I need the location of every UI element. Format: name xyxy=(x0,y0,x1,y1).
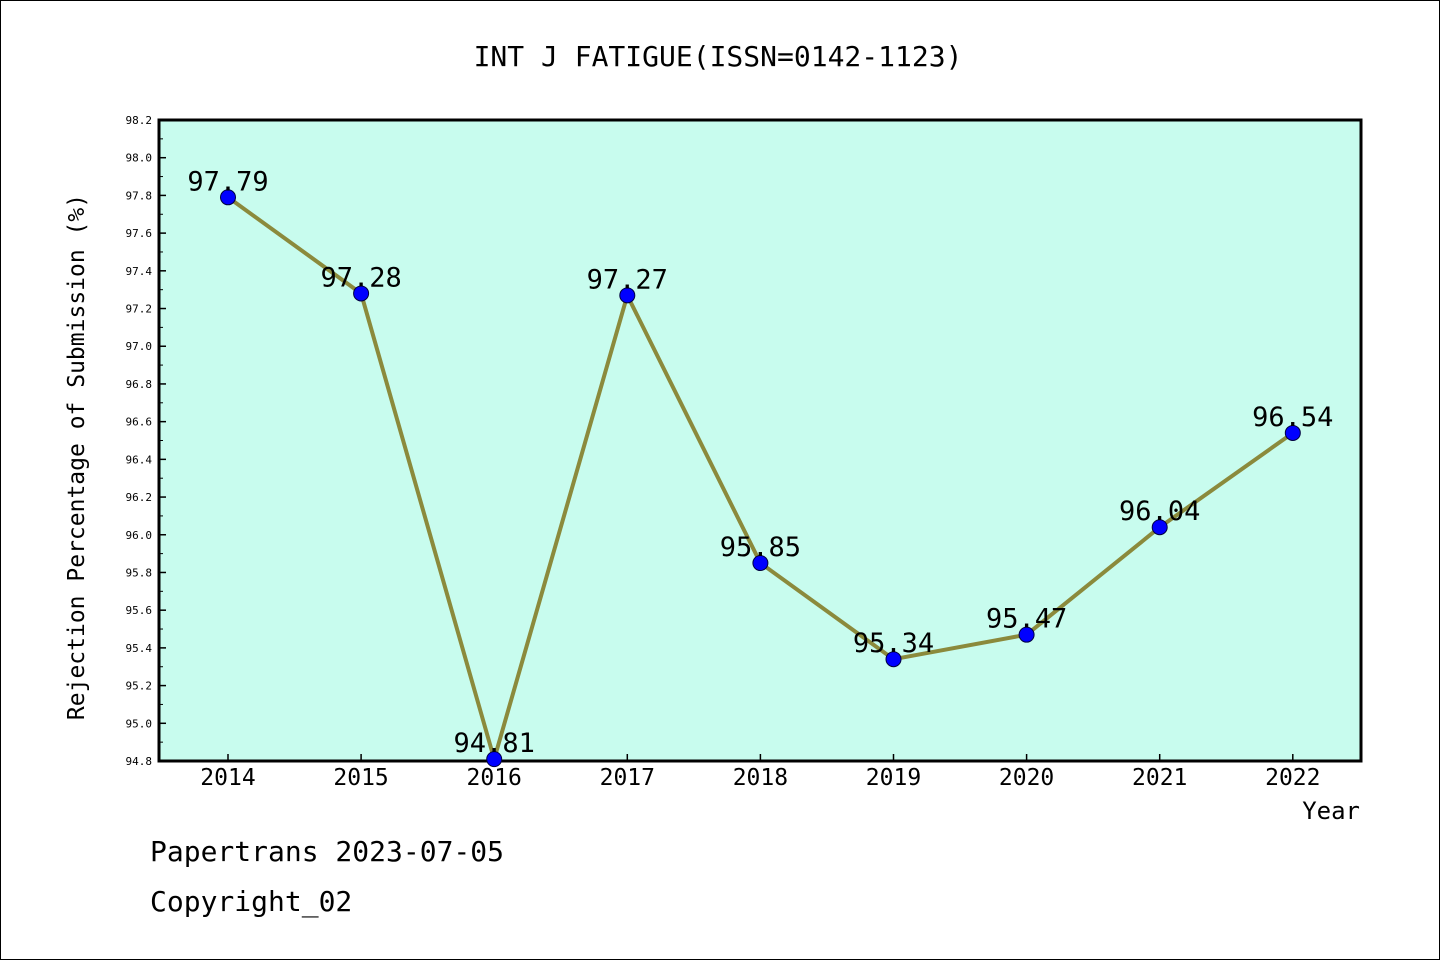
y-tick-label: 98.2 xyxy=(126,114,153,127)
data-point xyxy=(1151,519,1168,536)
x-axis-label: Year xyxy=(1302,797,1360,825)
x-tick-label: 2015 xyxy=(333,765,388,791)
data-point xyxy=(885,651,902,668)
data-label: 95.47 xyxy=(986,604,1067,635)
y-tick-label: 95.4 xyxy=(126,642,153,655)
y-tick-label: 97.0 xyxy=(126,340,153,353)
data-markers xyxy=(220,189,1301,768)
x-axis: 2014 2015 2016 2017 2018 2019 2020 2021 2022 xyxy=(200,754,1320,791)
x-tick-label: 2014 xyxy=(200,765,255,791)
y-tick-label: 96.2 xyxy=(126,491,153,504)
y-tick-label: 95.0 xyxy=(126,717,153,730)
data-label: 97.27 xyxy=(587,264,668,295)
x-tick-label: 2022 xyxy=(1265,765,1320,791)
footer-date: Papertrans 2023-07-05 xyxy=(150,835,505,868)
y-tick-label: 98.0 xyxy=(126,152,153,165)
x-tick-label: 2018 xyxy=(733,765,788,791)
plot-area xyxy=(157,118,1363,763)
y-tick-label: 96.8 xyxy=(126,378,153,391)
y-axis-label: Rejection Percentage of Submission (%) xyxy=(64,194,90,720)
x-tick-label: 2021 xyxy=(1132,765,1187,791)
x-tick-label: 2019 xyxy=(866,765,921,791)
data-label: 94.81 xyxy=(454,728,535,759)
chart-title: INT J FATIGUE(ISSN=0142-1123) xyxy=(474,40,963,73)
x-tick-label: 2020 xyxy=(999,765,1054,791)
data-point xyxy=(486,751,503,768)
data-label: 96.54 xyxy=(1252,402,1333,433)
data-point xyxy=(353,285,370,302)
y-tick-label: 95.6 xyxy=(126,604,153,617)
y-tick-label: 95.2 xyxy=(126,680,153,693)
y-axis: 94.8 95.0 95.2 95.4 95.6 95.8 96.0 96.2 96.4 96.6… xyxy=(126,114,166,768)
y-tick-label: 97.4 xyxy=(126,265,153,278)
data-point xyxy=(1018,626,1035,643)
data-label: 95.85 xyxy=(720,532,801,563)
y-tick-label: 97.2 xyxy=(126,303,153,316)
y-tick-label: 97.6 xyxy=(126,227,153,240)
data-point xyxy=(1284,424,1301,441)
data-point xyxy=(752,555,769,572)
y-tick-label: 97.8 xyxy=(126,189,153,202)
data-point xyxy=(619,287,636,304)
y-tick-label: 96.4 xyxy=(126,453,153,466)
footer-copyright: Copyright_02 xyxy=(150,885,353,918)
y-tick-label: 96.6 xyxy=(126,416,153,429)
data-label: 97.28 xyxy=(320,262,401,293)
data-label: 96.04 xyxy=(1119,496,1200,527)
y-tick-label: 95.8 xyxy=(126,566,153,579)
data-labels: 97.79 97.28 94.81 97.27 95.85 95.34 95.47 96.04… xyxy=(187,166,1333,759)
y-tick-label: 96.0 xyxy=(126,529,153,542)
x-tick-label: 2017 xyxy=(600,765,655,791)
data-label: 97.79 xyxy=(187,166,268,197)
x-tick-label: 2016 xyxy=(467,765,522,791)
y-tick-label: 94.8 xyxy=(126,755,153,768)
data-label: 95.34 xyxy=(853,628,934,659)
data-point xyxy=(220,189,236,206)
